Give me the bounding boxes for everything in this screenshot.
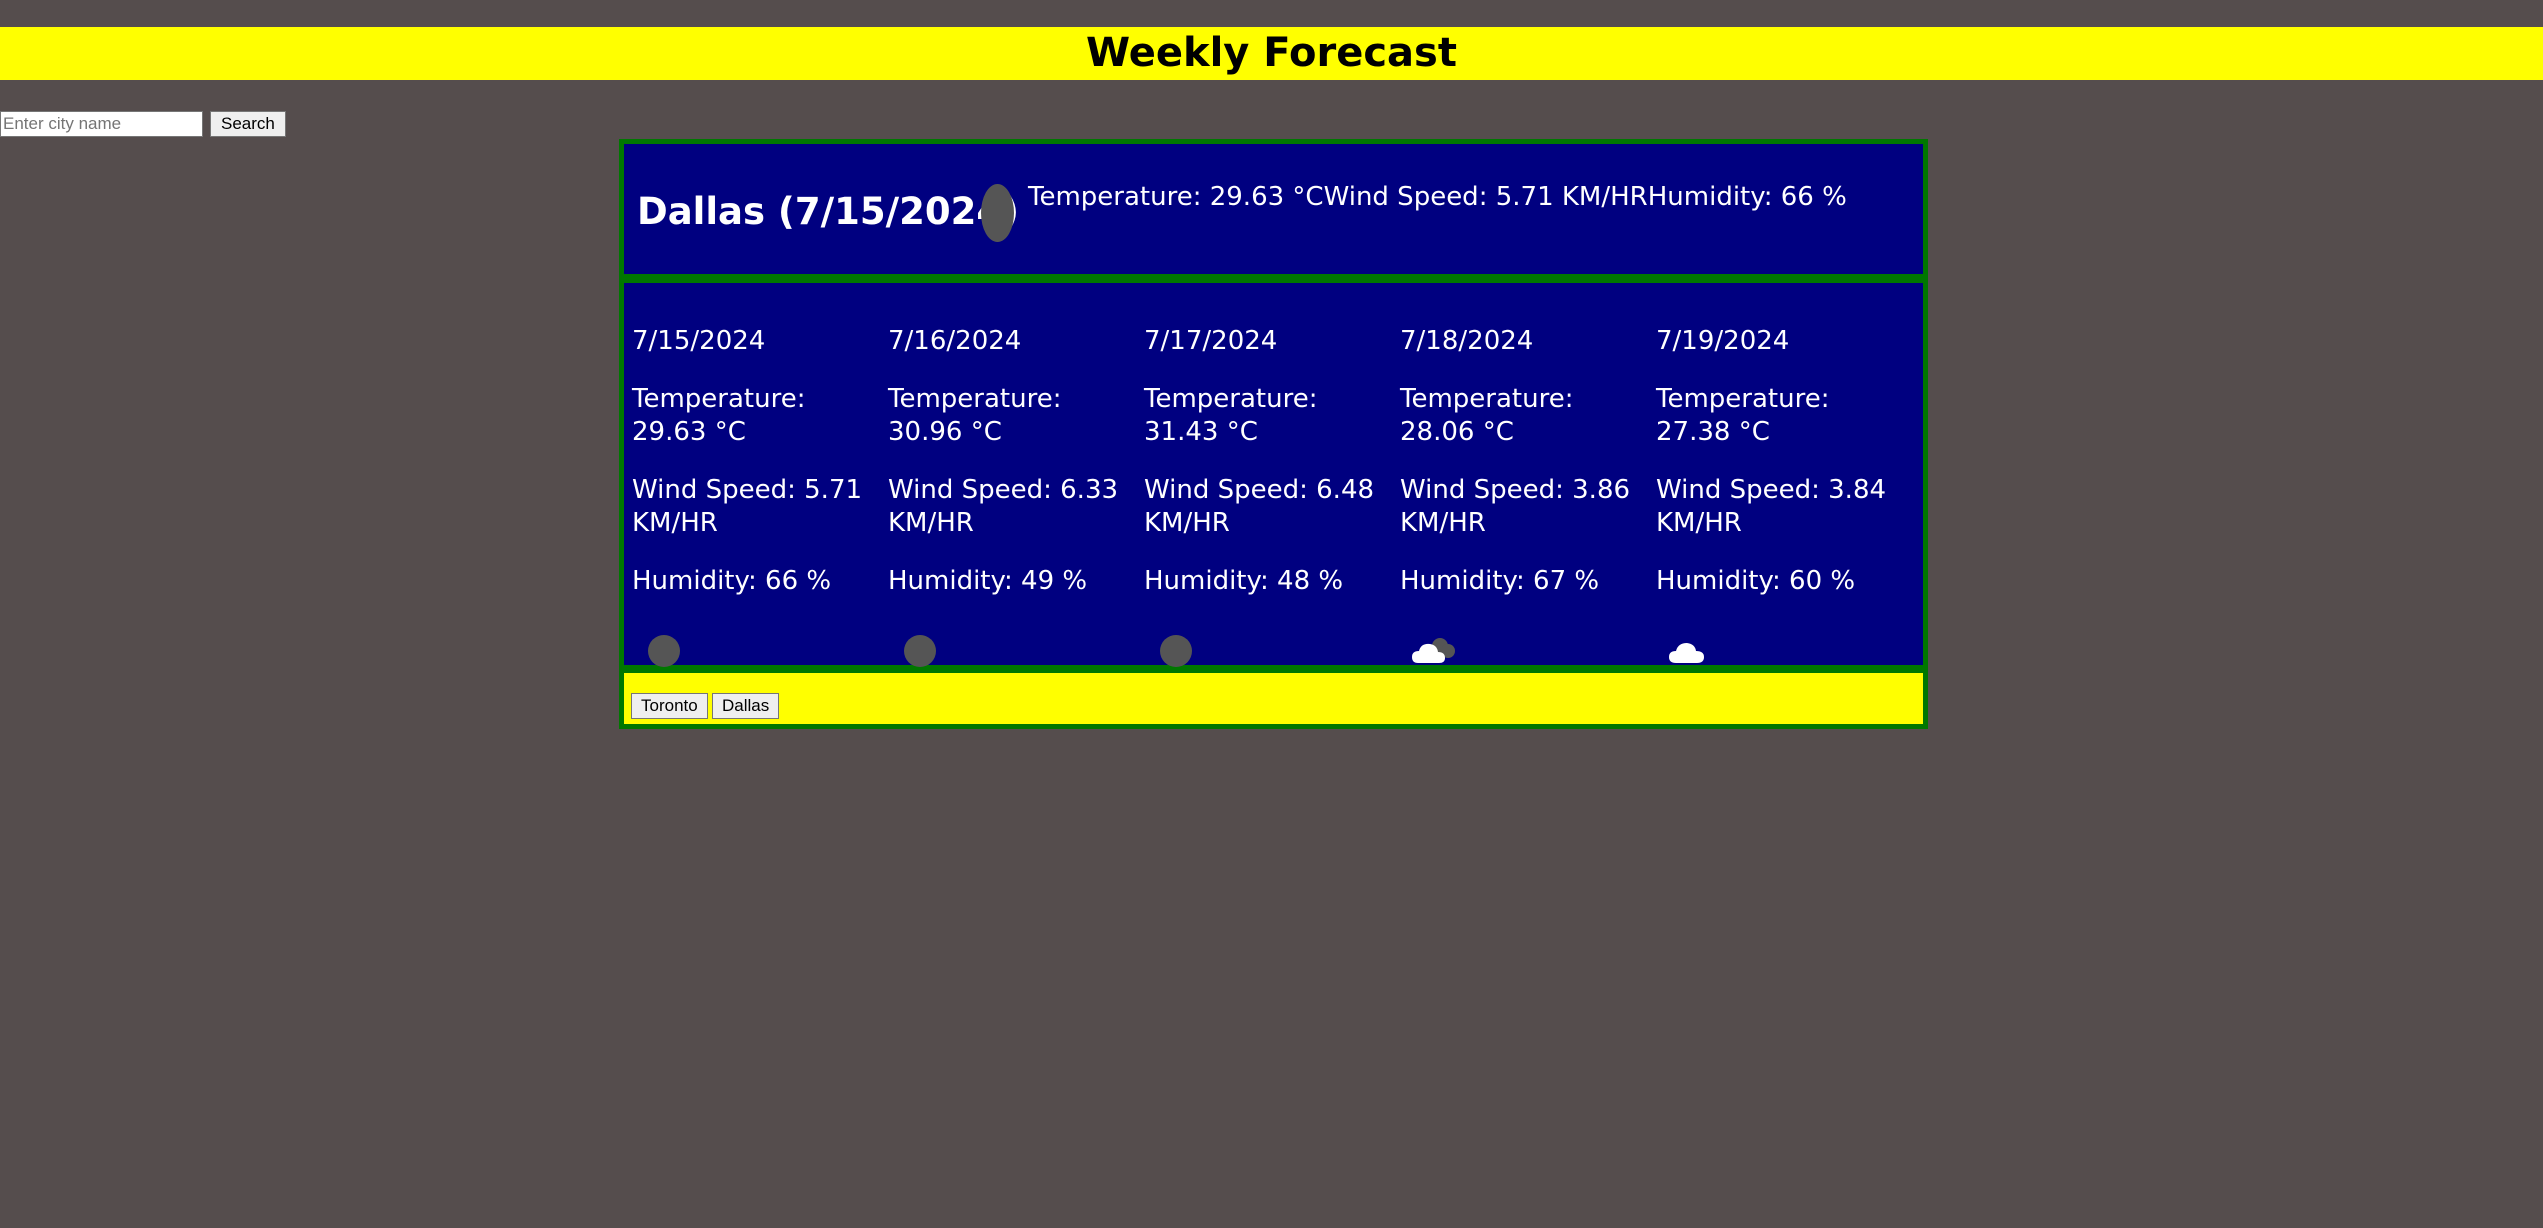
- clear-night-icon: [1160, 635, 1192, 667]
- forecast-wind-speed: Wind Speed: 6.33 KM/HR: [888, 475, 1119, 538]
- forecast-wind-speed: Wind Speed: 5.71 KM/HR: [632, 475, 863, 538]
- forecast-humidity: Humidity: 48 %: [1144, 566, 1344, 596]
- current-city-heading: Dallas (7/15/2024): [637, 190, 1019, 233]
- forecast-day-card: 7/16/2024 Temperature: 30.96 °C Wind Spe…: [888, 325, 1142, 667]
- search-bar: Search: [0, 111, 286, 137]
- current-weather-stats: Temperature: 29.63 °C Wind Speed: 5.71 K…: [1028, 182, 1847, 212]
- current-humidity: Humidity: 66 %: [1647, 182, 1847, 212]
- forecast-wind-speed: Wind Speed: 6.48 KM/HR: [1144, 475, 1375, 538]
- forecast-temperature: Temperature: 28.06 °C: [1400, 384, 1574, 447]
- forecast-temperature: Temperature: 29.63 °C: [632, 384, 806, 447]
- forecast-wind-speed: Wind Speed: 3.86 KM/HR: [1400, 475, 1631, 538]
- forecast-day-card: 7/19/2024 Temperature: 27.38 °C Wind Spe…: [1656, 325, 1910, 663]
- forecast-temperature: Temperature: 31.43 °C: [1144, 384, 1318, 447]
- forecast-temperature: Temperature: 27.38 °C: [1656, 384, 1830, 447]
- clear-night-icon: [904, 635, 936, 667]
- clear-night-icon: [981, 184, 1014, 242]
- five-day-forecast-panel: 7/15/2024 Temperature: 29.63 °C Wind Spe…: [619, 278, 1928, 670]
- forecast-temperature: Temperature: 30.96 °C: [888, 384, 1062, 447]
- forecast-date: 7/16/2024: [888, 326, 1022, 356]
- city-search-input[interactable]: [0, 111, 203, 137]
- forecast-humidity: Humidity: 49 %: [888, 566, 1088, 596]
- forecast-date: 7/19/2024: [1656, 326, 1790, 356]
- forecast-wind-speed: Wind Speed: 3.84 KM/HR: [1656, 475, 1887, 538]
- header-band: Weekly Forecast: [0, 27, 2543, 80]
- search-button[interactable]: Search: [210, 111, 286, 137]
- forecast-day-card: 7/18/2024 Temperature: 28.06 °C Wind Spe…: [1400, 325, 1654, 663]
- cloud-icon: [1669, 643, 1704, 663]
- current-wind-speed: Wind Speed: 5.71 KM/HR: [1323, 182, 1648, 212]
- forecast-humidity: Humidity: 67 %: [1400, 566, 1600, 596]
- current-temperature: Temperature: 29.63 °C: [1028, 182, 1324, 212]
- search-history-bar: Toronto Dallas: [619, 668, 1928, 729]
- forecast-date: 7/18/2024: [1400, 326, 1534, 356]
- forecast-humidity: Humidity: 60 %: [1656, 566, 1856, 596]
- forecast-date: 7/17/2024: [1144, 326, 1278, 356]
- forecast-day-card: 7/17/2024 Temperature: 31.43 °C Wind Spe…: [1144, 325, 1398, 667]
- forecast-humidity: Humidity: 66 %: [632, 566, 832, 596]
- history-button-toronto[interactable]: Toronto: [631, 693, 708, 719]
- forecast-date: 7/15/2024: [632, 326, 766, 356]
- current-weather-panel: Dallas (7/15/2024) Temperature: 29.63 °C…: [619, 139, 1928, 279]
- forecast-day-card: 7/15/2024 Temperature: 29.63 °C Wind Spe…: [632, 325, 886, 667]
- partly-cloudy-night-icon: [1412, 638, 1455, 663]
- page-title: Weekly Forecast: [1086, 30, 1457, 76]
- clear-night-icon: [648, 635, 680, 667]
- history-button-dallas[interactable]: Dallas: [712, 693, 780, 719]
